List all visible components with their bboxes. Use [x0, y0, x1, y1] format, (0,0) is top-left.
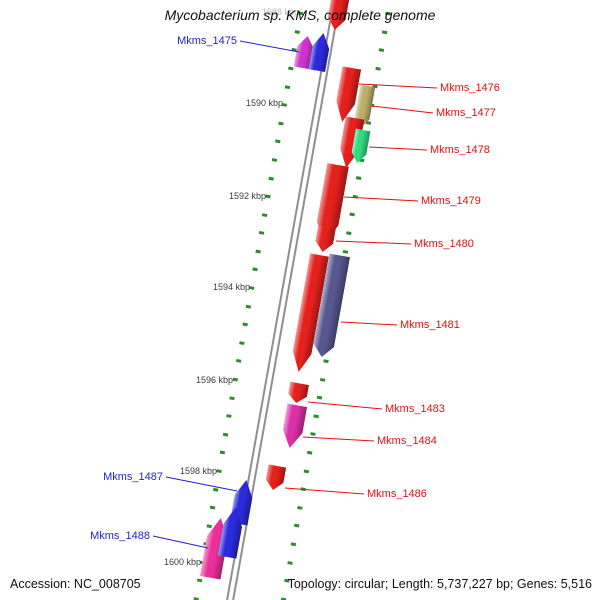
scale-tick	[274, 139, 280, 144]
scale-tick	[352, 194, 358, 199]
scale-tick	[209, 505, 215, 510]
scale-tick	[312, 414, 319, 418]
scale-tick	[306, 450, 312, 455]
gene-mkms-1486[interactable]	[264, 464, 286, 491]
scale-tick	[322, 359, 329, 364]
scale-tick	[264, 194, 271, 199]
scale-tick	[261, 212, 267, 217]
scale-tick	[271, 157, 277, 162]
gene-label-Mkms_1481[interactable]: Mkms_1481	[400, 319, 460, 331]
scale-tick	[254, 249, 261, 254]
scale-label-1590-kbp: 1590 kbp	[245, 98, 283, 108]
genome-title: Mycobacterium sp. KMS, complete genome	[164, 7, 436, 23]
scale-tick	[342, 249, 348, 254]
scale-tick	[345, 231, 352, 235]
gene-label-Mkms_1478[interactable]: Mkms_1478	[430, 144, 490, 156]
scale-tick	[374, 66, 381, 71]
leader-line-Mkms_1487	[165, 476, 238, 492]
scale-tick	[268, 176, 274, 181]
leader-line-Mkms_1483	[307, 401, 383, 410]
scale-label-1600-kbp: 1600 kbp	[163, 557, 201, 567]
scale-tick	[219, 450, 225, 455]
scale-tick	[196, 578, 202, 583]
scale-tick	[299, 487, 306, 492]
scale-tick	[215, 469, 222, 473]
scale-label-1592-kbp: 1592 kbp	[228, 191, 266, 201]
scale-tick	[251, 267, 258, 272]
scale-tick	[319, 377, 325, 382]
gene-label-Mkms_1488[interactable]: Mkms_1488	[90, 530, 150, 542]
gene-label-Mkms_1479[interactable]: Mkms_1479	[421, 195, 481, 207]
scale-label-1596-kbp: 1596 kbp	[195, 375, 233, 385]
gene-label-Mkms_1484[interactable]: Mkms_1484	[377, 435, 437, 447]
gene-mkms-1484[interactable]	[280, 403, 307, 450]
gene-label-Mkms_1487[interactable]: Mkms_1487	[103, 471, 163, 483]
scale-tick	[248, 286, 254, 290]
scale-tick	[355, 176, 361, 181]
scale-tick	[378, 48, 384, 52]
gene-label-Mkms_1476[interactable]: Mkms_1476	[440, 82, 500, 94]
leader-line-Mkms_1480	[335, 240, 412, 245]
gene-label-Mkms_1483[interactable]: Mkms_1483	[385, 403, 445, 415]
gene-label-Mkms_1486[interactable]: Mkms_1486	[367, 488, 427, 500]
scale-tick	[290, 48, 297, 52]
leader-line-Mkms_1477	[371, 105, 434, 114]
scale-tick	[222, 432, 228, 437]
scale-tick	[287, 66, 294, 71]
scale-tick	[277, 121, 284, 126]
scale-tick	[303, 469, 309, 473]
scale-tick	[284, 84, 290, 89]
leader-line-Mkms_1481	[340, 321, 398, 326]
scale-tick	[381, 29, 387, 34]
scale-tick	[286, 560, 293, 565]
gene-label-Mkms_1480[interactable]: Mkms_1480	[414, 238, 474, 250]
scale-tick	[290, 542, 296, 547]
gene-mkms-1480[interactable]	[314, 225, 336, 253]
scale-tick	[232, 377, 238, 382]
scale-tick	[293, 523, 299, 528]
scale-tick	[212, 487, 219, 492]
topology-text: Topology: circular; Length: 5,737,227 bp…	[287, 577, 592, 591]
scale-tick	[294, 29, 300, 34]
scale-tick	[309, 432, 316, 437]
scale-label-1598-kbp: 1598 kbp	[179, 466, 217, 476]
scale-label-1594-kbp: 1594 kbp	[212, 282, 250, 292]
scale-tick	[258, 231, 264, 235]
scale-tick	[316, 395, 322, 400]
gene-label-Mkms_1475[interactable]: Mkms_1475	[177, 35, 237, 47]
leader-line-Mkms_1488	[152, 535, 209, 549]
scale-tick	[296, 505, 303, 510]
scale-tick	[241, 322, 248, 327]
scale-tick	[348, 212, 355, 217]
gene-mkms-1483[interactable]	[287, 381, 309, 404]
scale-tick	[235, 359, 241, 364]
scale-tick	[228, 395, 235, 400]
gene-label-Mkms_1477[interactable]: Mkms_1477	[436, 107, 496, 119]
accession-text: Accession: NC_008705	[10, 577, 141, 591]
leader-line-Mkms_1484	[302, 436, 375, 442]
scale-tick	[245, 304, 251, 309]
leader-line-Mkms_1478	[368, 146, 428, 151]
scale-tick	[225, 414, 232, 418]
scale-tick	[206, 523, 212, 528]
leader-line-Mkms_1486	[284, 487, 365, 495]
scale-tick	[238, 340, 245, 345]
scale-tick	[281, 103, 287, 107]
